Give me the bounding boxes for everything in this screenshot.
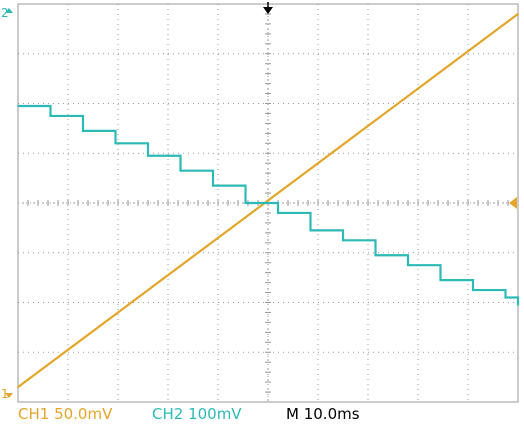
trace-point-ch1 <box>267 200 269 202</box>
trace-point-ch1 <box>67 349 69 351</box>
trace-point-ch2 <box>212 185 214 187</box>
trace-point-ch1 <box>367 125 369 127</box>
trace-point-ch2 <box>375 254 377 256</box>
trace-point-ch1 <box>467 50 469 52</box>
trace-point-ch2 <box>82 130 84 132</box>
trace-point-ch2 <box>440 279 442 281</box>
ch2-scale-readout: CH2 100mV <box>152 404 242 424</box>
trace-point-ch2 <box>517 304 519 306</box>
trace-point-ch2 <box>472 289 474 291</box>
trace-point-ch2 <box>342 239 344 241</box>
ch1-scale-readout: CH1 50.0mV <box>18 404 112 424</box>
trace-point-ch2 <box>245 202 247 204</box>
trace-point-ch2 <box>147 155 149 157</box>
trace-point-ch2 <box>407 264 409 266</box>
trace-point-ch2 <box>180 170 182 172</box>
trace-point-ch2 <box>17 105 19 107</box>
trace-point-ch1 <box>167 274 169 276</box>
trace-point-ch2 <box>310 229 312 231</box>
timebase-readout: M 10.0ms <box>286 404 360 424</box>
trace-point-ch2 <box>505 297 507 299</box>
trace-point-ch2 <box>50 115 52 117</box>
trace-point-ch1 <box>417 88 419 90</box>
trace-point-ch1 <box>117 312 119 314</box>
trace-point-ch2 <box>115 142 117 144</box>
trace-point-ch2 <box>277 212 279 214</box>
trace-point-ch1 <box>217 237 219 239</box>
trace-point-ch1 <box>517 13 519 15</box>
trace-point-ch1 <box>17 386 19 388</box>
trace-point-ch1 <box>317 162 319 164</box>
